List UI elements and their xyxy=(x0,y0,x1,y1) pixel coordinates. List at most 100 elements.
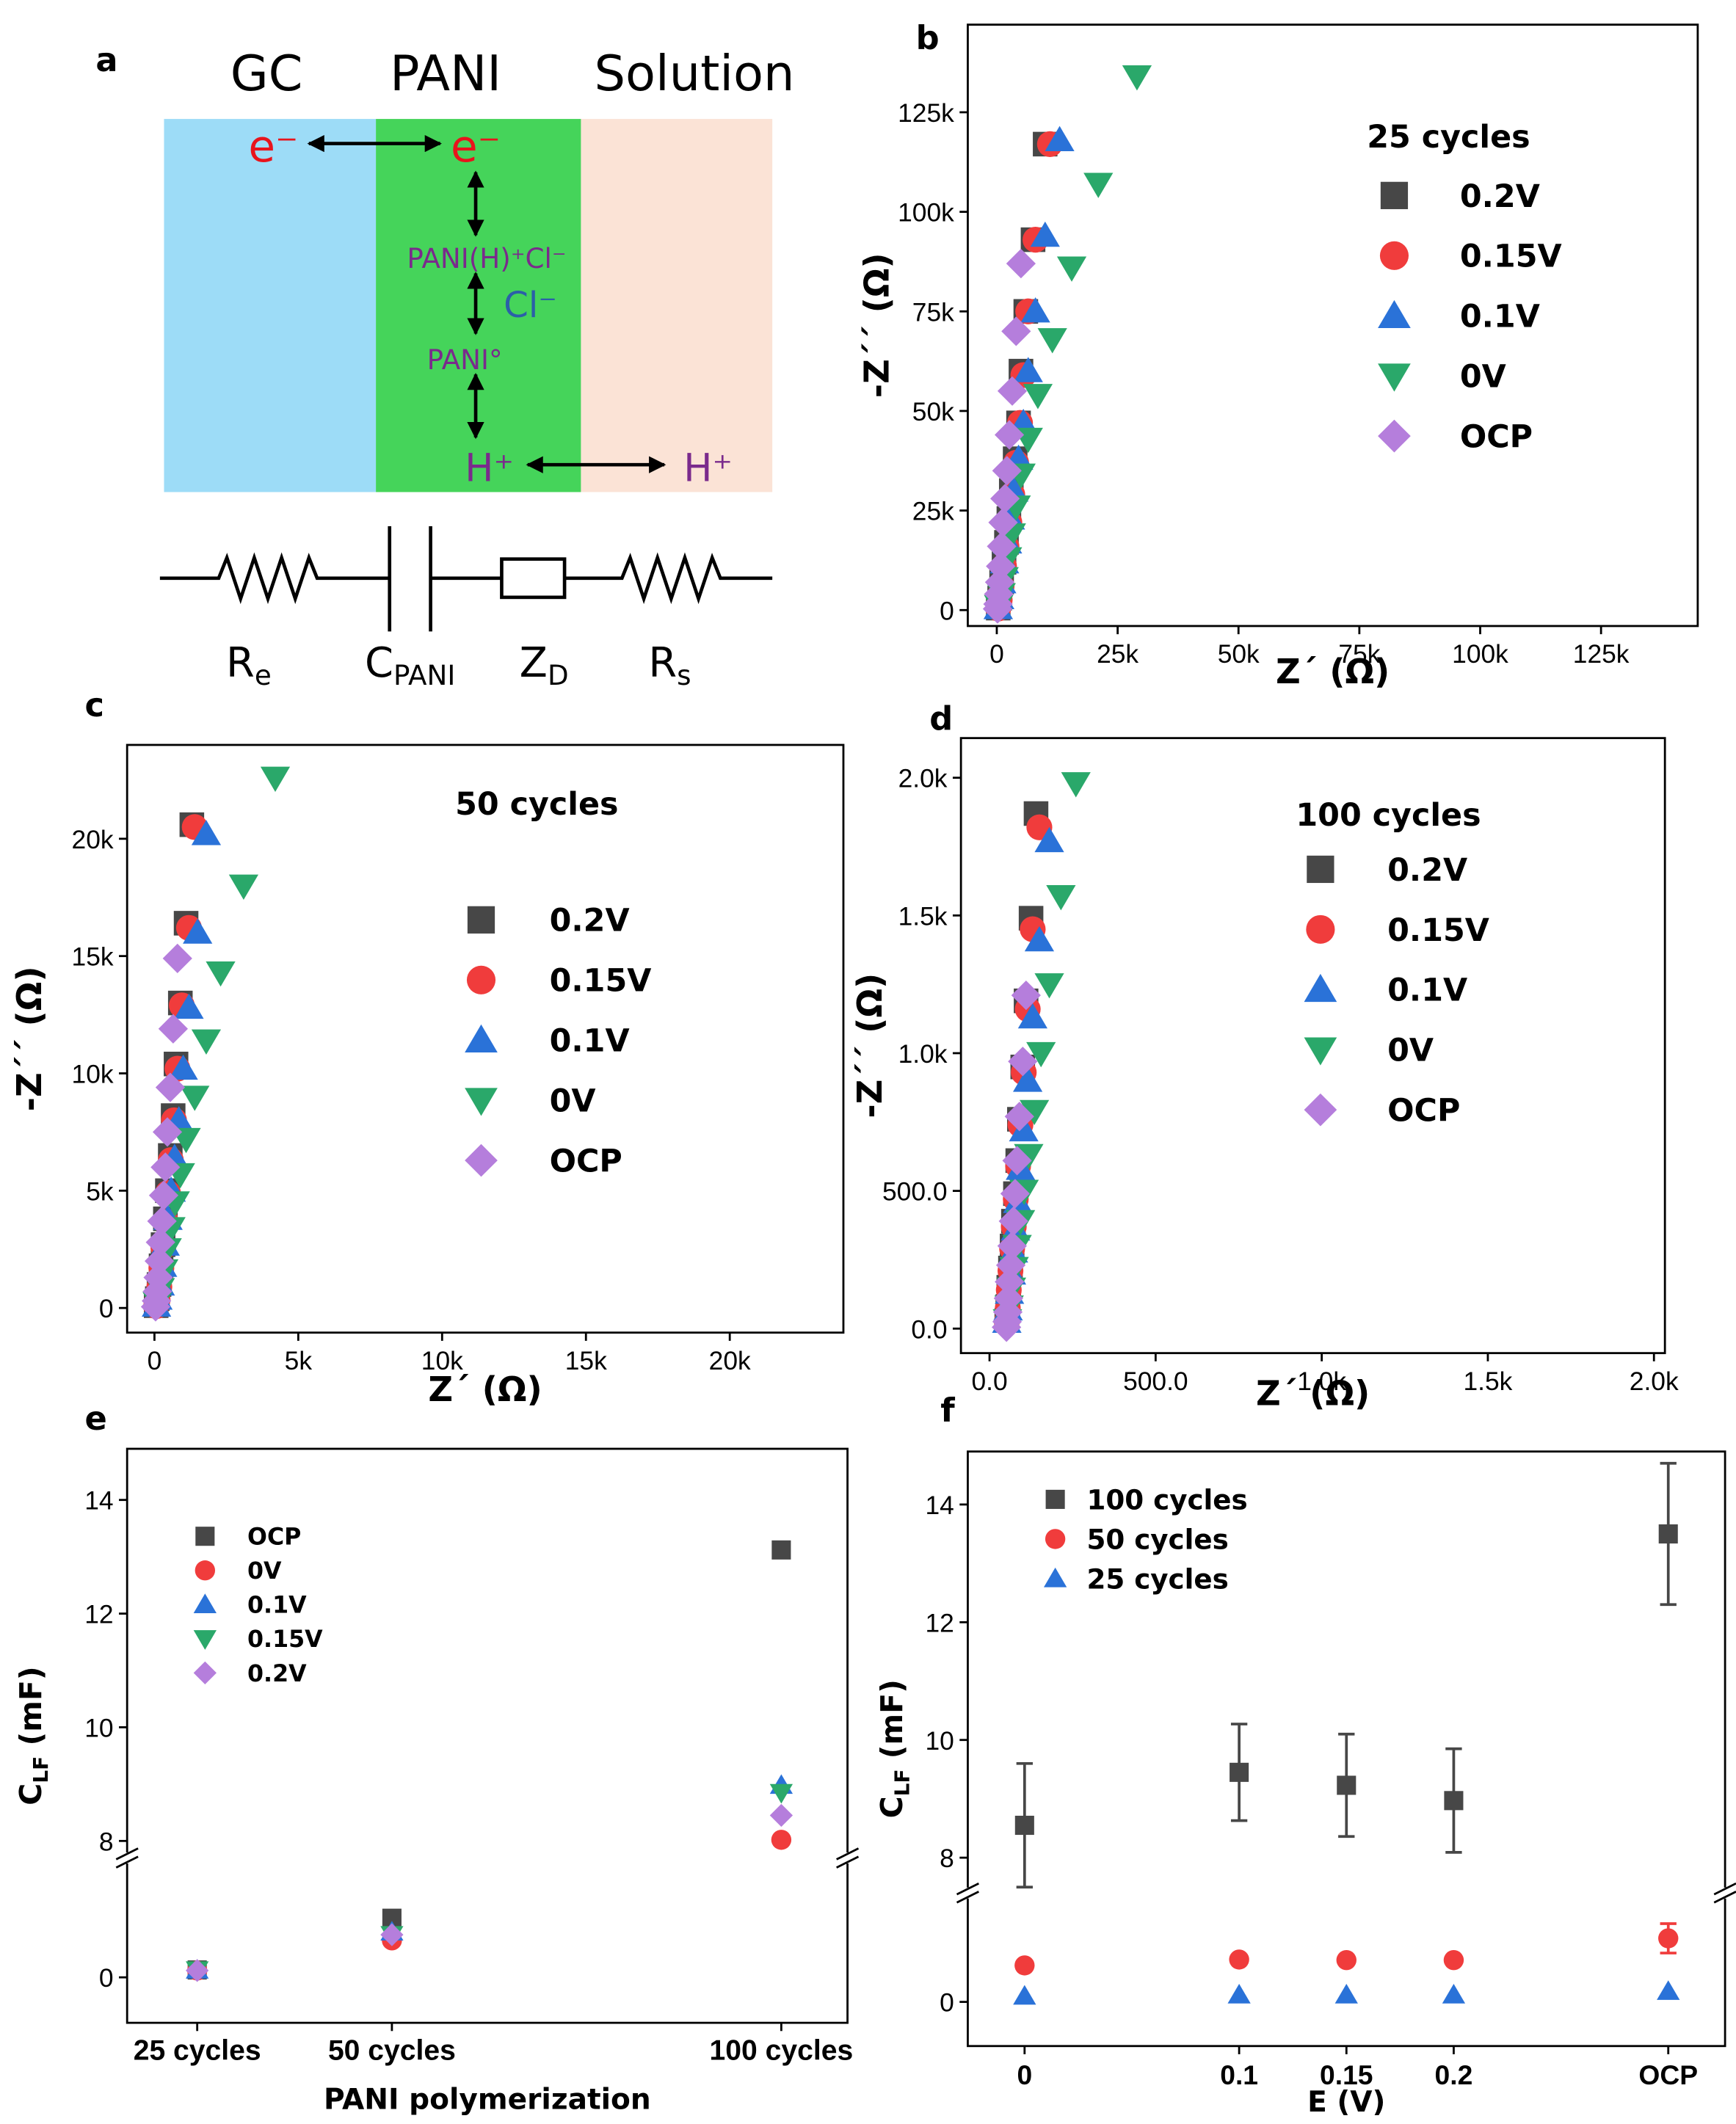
x-axis-label: Z´ (Ω) xyxy=(1276,652,1390,691)
resistor xyxy=(564,552,773,605)
x-axis-label: Z´ (Ω) xyxy=(1256,1373,1370,1413)
marker-square xyxy=(1337,1775,1357,1795)
species: e⁻ xyxy=(451,122,501,172)
marker-triangle-down xyxy=(1061,772,1091,798)
legend-label: OCP xyxy=(1387,1093,1460,1130)
y-tick-label: 25k xyxy=(912,498,954,526)
y-axis-label: -Z´´ (Ω) xyxy=(10,966,49,1111)
y-tick-label: 500.0 xyxy=(882,1178,948,1207)
legend-label: 0V xyxy=(550,1083,596,1120)
marker-circle xyxy=(1336,1950,1357,1971)
x-tick-label: 2.0k xyxy=(1630,1367,1679,1396)
legend-label: 0.15V xyxy=(247,1626,323,1653)
marker-triangle xyxy=(1017,1003,1048,1029)
circuit-label: Rs xyxy=(648,639,691,691)
y-tick-label: 50k xyxy=(912,398,954,426)
marker-triangle-down xyxy=(228,874,259,901)
y-tick-label: 15k xyxy=(72,943,114,972)
marker-diamond xyxy=(1004,1102,1034,1132)
plot-frame xyxy=(126,1447,849,2024)
marker-diamond xyxy=(465,1143,498,1177)
marker-triangle xyxy=(1013,357,1043,382)
marker-diamond xyxy=(144,1246,175,1276)
marker-circle xyxy=(1306,914,1335,944)
y-tick-label: 0.0 xyxy=(911,1315,947,1344)
y-tick-label: 12 xyxy=(84,1601,113,1629)
label-sub: s xyxy=(677,659,691,691)
marker-diamond xyxy=(988,507,1018,537)
marker-square xyxy=(1380,181,1409,209)
marker-triangle xyxy=(1227,1984,1251,2004)
y-tick-label: 10 xyxy=(84,1714,113,1742)
marker-diamond xyxy=(155,1072,186,1102)
axis-break xyxy=(115,1855,139,1869)
marker-diamond xyxy=(987,531,1017,561)
x-tick-label: 75k xyxy=(1338,640,1380,669)
x-tick-label: 0.2 xyxy=(1435,2059,1473,2090)
circuit-label: Re xyxy=(226,639,272,691)
x-tick-label: 125k xyxy=(1573,640,1630,669)
marker-diamond xyxy=(997,376,1028,406)
marker-square xyxy=(1307,855,1334,884)
y-tick-label: 10k xyxy=(72,1061,114,1089)
marker-triangle-down xyxy=(193,1630,217,1650)
marker-triangle xyxy=(168,1054,198,1080)
marker-triangle-down xyxy=(769,1783,793,1804)
legend-label: 0.2V xyxy=(1460,178,1540,215)
y-label-sub: LF xyxy=(29,1756,53,1783)
marker-triangle xyxy=(1442,1984,1466,2004)
legend-label: 0.2V xyxy=(247,1661,307,1687)
marker-diamond xyxy=(186,1959,209,1982)
marker-diamond xyxy=(1006,249,1036,279)
x-tick-label: 100k xyxy=(1452,640,1508,669)
marker-diamond xyxy=(769,1803,793,1827)
marker-diamond xyxy=(152,1117,183,1147)
region-label: Solution xyxy=(594,45,794,102)
marker-square xyxy=(1045,1489,1065,1509)
marker-square xyxy=(195,1527,215,1546)
marker-triangle xyxy=(1378,299,1411,328)
marker-square xyxy=(1658,1524,1678,1544)
marker-circle xyxy=(195,1560,216,1581)
x-tick-label: 25 cycles xyxy=(134,2034,261,2066)
region-label: GC xyxy=(230,45,303,102)
legend-label: 0.15V xyxy=(1460,239,1562,275)
legend-label: 100 cycles xyxy=(1086,1483,1247,1516)
x-axis-label: Z´ (Ω) xyxy=(428,1370,542,1409)
label-main: Z xyxy=(520,639,548,687)
y-tick-label: 0 xyxy=(940,597,954,625)
y-label-rest: (mF) xyxy=(13,1666,48,1756)
marker-diamond xyxy=(994,420,1025,450)
marker-triangle xyxy=(1045,126,1075,152)
y-tick-label: 125k xyxy=(898,99,954,128)
legend-label: 0.2V xyxy=(550,903,630,939)
marker-triangle-down xyxy=(1378,363,1411,392)
x-axis-label: PANI polymerization xyxy=(324,2083,651,2116)
y-tick-label: 0 xyxy=(99,1964,114,1993)
x-tick-label: 1.0k xyxy=(1297,1367,1346,1396)
panel-label: f xyxy=(940,1392,955,1430)
marker-square xyxy=(1444,1791,1464,1811)
resistor xyxy=(159,552,390,605)
legend-label: 0V xyxy=(1387,1033,1434,1069)
x-tick-label: 0.15 xyxy=(1320,2059,1373,2090)
y-tick-label: 8 xyxy=(940,1844,954,1873)
marker-triangle xyxy=(1334,1984,1358,2004)
marker-diamond xyxy=(1001,316,1031,346)
axis-break xyxy=(956,1891,979,1904)
x-axis-label: E (V) xyxy=(1307,2086,1385,2119)
y-tick-label: 5k xyxy=(86,1177,114,1206)
plot-frame xyxy=(967,23,1699,628)
marker-square xyxy=(467,906,495,934)
marker-diamond xyxy=(998,1206,1028,1237)
x-tick-label: OCP xyxy=(1638,2059,1698,2090)
marker-circle xyxy=(466,965,496,994)
panel-label: b xyxy=(916,19,940,57)
marker-diamond xyxy=(1378,419,1411,453)
x-tick-label: 25k xyxy=(1097,640,1138,669)
legend-label: 50 cycles xyxy=(1086,1523,1228,1555)
species: H⁺ xyxy=(465,447,514,491)
y-label-sub: LF xyxy=(890,1769,914,1796)
